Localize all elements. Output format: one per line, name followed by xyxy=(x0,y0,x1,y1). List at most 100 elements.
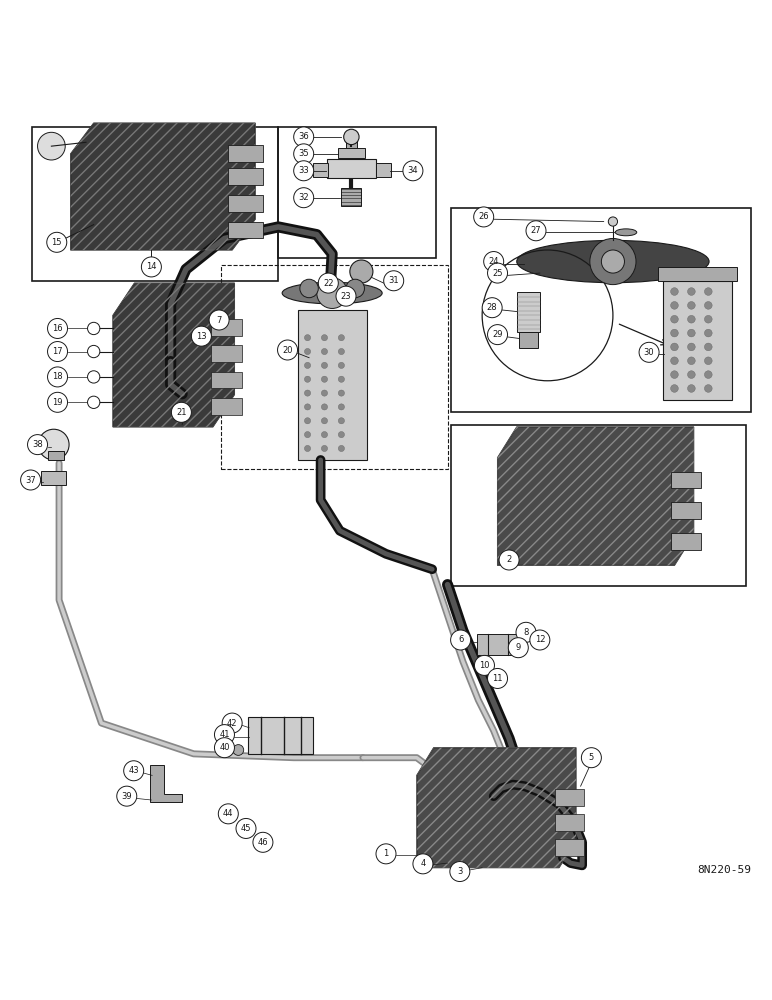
Circle shape xyxy=(321,348,327,355)
Ellipse shape xyxy=(615,229,637,236)
Circle shape xyxy=(482,298,502,318)
Circle shape xyxy=(688,329,696,337)
Circle shape xyxy=(346,279,364,298)
Text: 10: 10 xyxy=(479,661,489,670)
Circle shape xyxy=(321,362,327,368)
Bar xyxy=(376,163,391,177)
Bar xyxy=(42,471,66,485)
Circle shape xyxy=(39,429,69,460)
Text: 15: 15 xyxy=(52,238,62,247)
Circle shape xyxy=(338,362,344,368)
Circle shape xyxy=(233,745,244,755)
Circle shape xyxy=(321,418,327,424)
Circle shape xyxy=(222,713,242,733)
Bar xyxy=(341,188,361,206)
Text: 37: 37 xyxy=(25,476,36,485)
Circle shape xyxy=(218,804,239,824)
Text: 35: 35 xyxy=(299,149,309,158)
Circle shape xyxy=(688,371,696,378)
Circle shape xyxy=(705,315,712,323)
Circle shape xyxy=(87,371,100,383)
Circle shape xyxy=(141,257,161,277)
Circle shape xyxy=(304,335,310,341)
Bar xyxy=(48,451,65,460)
Circle shape xyxy=(671,371,679,378)
Circle shape xyxy=(608,217,618,226)
Bar xyxy=(221,265,448,469)
Circle shape xyxy=(321,432,327,438)
Text: 17: 17 xyxy=(52,347,63,356)
Circle shape xyxy=(344,129,359,145)
Text: 36: 36 xyxy=(298,132,309,141)
Bar xyxy=(229,168,263,185)
Polygon shape xyxy=(150,765,182,802)
Bar xyxy=(327,159,376,178)
Circle shape xyxy=(304,348,310,355)
Text: 43: 43 xyxy=(128,766,139,775)
Bar xyxy=(313,163,328,177)
Ellipse shape xyxy=(516,240,709,283)
Bar xyxy=(229,222,263,238)
Bar xyxy=(229,195,263,212)
Circle shape xyxy=(499,550,519,570)
Circle shape xyxy=(671,288,679,295)
Circle shape xyxy=(321,376,327,382)
Circle shape xyxy=(304,418,310,424)
Circle shape xyxy=(639,342,659,362)
Circle shape xyxy=(508,638,528,658)
Bar xyxy=(279,127,436,258)
Circle shape xyxy=(253,832,273,852)
Circle shape xyxy=(48,318,67,338)
Polygon shape xyxy=(497,427,694,565)
Circle shape xyxy=(236,818,256,838)
Circle shape xyxy=(671,357,679,365)
Circle shape xyxy=(488,325,507,345)
Circle shape xyxy=(671,315,679,323)
Circle shape xyxy=(671,385,679,392)
Text: 3: 3 xyxy=(457,867,462,876)
Bar xyxy=(519,332,537,348)
Circle shape xyxy=(488,263,507,283)
Circle shape xyxy=(318,273,338,293)
Text: 21: 21 xyxy=(176,408,187,417)
Circle shape xyxy=(338,418,344,424)
Circle shape xyxy=(705,329,712,337)
Circle shape xyxy=(516,622,536,642)
Circle shape xyxy=(293,161,313,181)
Circle shape xyxy=(304,404,310,410)
Circle shape xyxy=(21,470,41,490)
Circle shape xyxy=(384,271,404,291)
Circle shape xyxy=(484,252,503,272)
Text: 29: 29 xyxy=(493,330,503,339)
Circle shape xyxy=(705,343,712,351)
Text: 44: 44 xyxy=(223,809,234,818)
Circle shape xyxy=(293,127,313,147)
Text: 42: 42 xyxy=(227,719,238,728)
Circle shape xyxy=(474,207,493,227)
Circle shape xyxy=(705,371,712,378)
Circle shape xyxy=(376,844,396,864)
Circle shape xyxy=(87,396,100,408)
Circle shape xyxy=(338,404,344,410)
Text: 40: 40 xyxy=(219,743,230,752)
Circle shape xyxy=(336,286,356,306)
Text: 8N220-59: 8N220-59 xyxy=(697,865,751,875)
Text: 41: 41 xyxy=(219,730,230,739)
Text: 20: 20 xyxy=(283,346,293,355)
Circle shape xyxy=(300,279,318,298)
Ellipse shape xyxy=(282,282,382,304)
Bar xyxy=(671,533,702,550)
Bar xyxy=(516,292,540,332)
Text: 38: 38 xyxy=(32,440,43,449)
Text: 19: 19 xyxy=(52,398,63,407)
Circle shape xyxy=(601,250,625,273)
Circle shape xyxy=(48,367,67,387)
Circle shape xyxy=(705,302,712,309)
Text: 11: 11 xyxy=(493,674,503,683)
Text: 1: 1 xyxy=(384,849,388,858)
Circle shape xyxy=(87,345,100,358)
Bar xyxy=(663,281,732,400)
Bar xyxy=(659,267,736,281)
Text: 22: 22 xyxy=(323,279,334,288)
Circle shape xyxy=(338,376,344,382)
